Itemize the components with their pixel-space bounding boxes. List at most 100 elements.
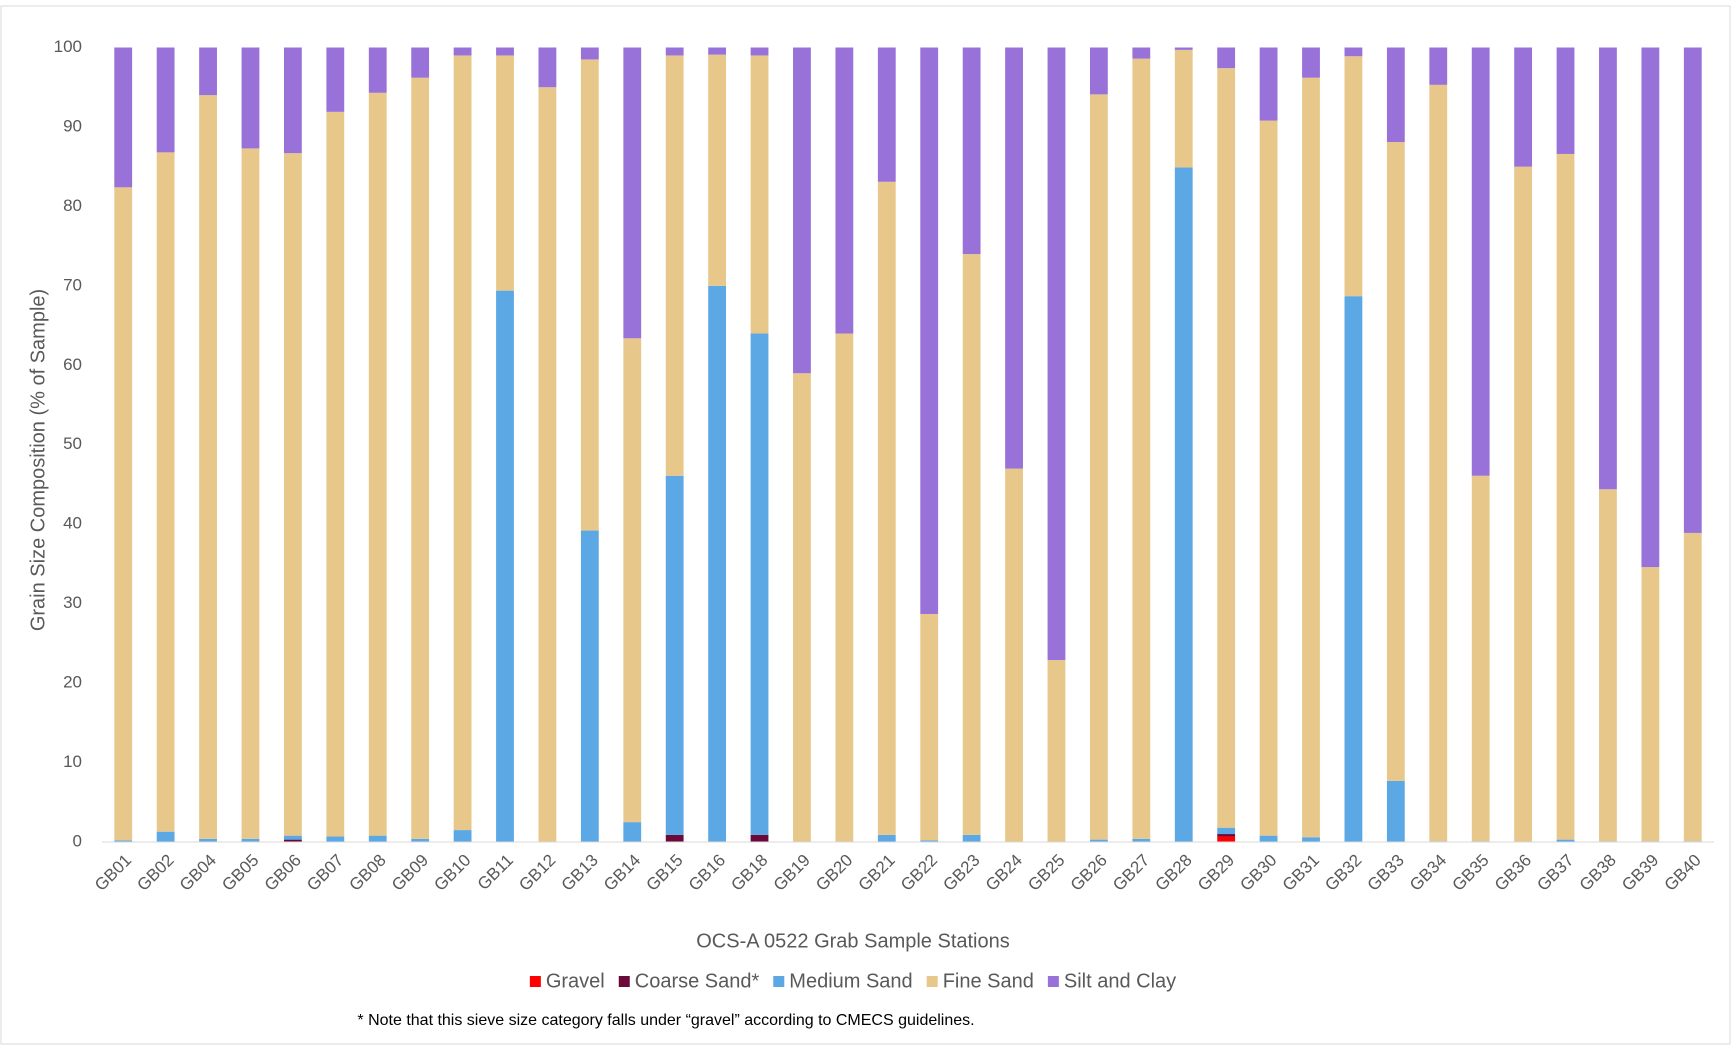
bar-segment [1089,47,1108,95]
y-tick-label: 70 [63,275,82,294]
bar-segment [1302,77,1320,838]
bar-segment [1344,56,1363,297]
bar-segment [1302,837,1320,842]
bar-segment [1599,489,1617,842]
bar-segment [199,47,217,96]
bar-segment [283,153,302,836]
bar-segment [1005,468,1023,842]
bar-segment [114,187,133,841]
bar-segment [920,47,939,614]
legend-label: Fine Sand [943,970,1034,992]
bar-segment [1089,94,1108,840]
bar-segment [368,47,387,93]
bar-segment [326,47,345,112]
bar-segment [1556,47,1575,154]
bar-segment [580,59,599,531]
bar-segment [708,47,727,55]
bar-segment [368,92,387,836]
bar-segment [1514,166,1533,843]
bar-segment [580,530,599,842]
bar-segment [750,55,769,334]
bar-segment [156,47,175,153]
bar-segment [1132,47,1151,59]
bar-segment [453,55,472,831]
bar-segment [1132,838,1151,842]
bar-segment [623,822,642,842]
bar-segment [156,831,175,842]
y-tick-label: 80 [63,196,82,215]
y-tick-label: 90 [63,116,82,135]
y-tick-label: 30 [63,593,82,612]
bar-segment [283,839,302,842]
bar-segment [1217,834,1236,837]
legend-swatch [926,976,938,987]
bar-segment [920,840,939,842]
bar-segment [1217,836,1236,842]
y-tick-label: 60 [63,355,82,374]
legend-label: Silt and Clay [1064,970,1176,992]
y-tick-label: 20 [63,673,82,692]
bar-segment [877,834,896,842]
bar-segment [708,285,727,843]
bar-segment [1556,839,1575,842]
legend-swatch [773,976,785,987]
bar-segment [1005,47,1023,469]
bar-segment [368,835,387,842]
bar-segment [156,152,175,832]
bar-segment [1514,47,1533,167]
x-axis-title: OCS-A 0522 Grab Sample Stations [696,930,1010,952]
bar-segment [580,47,599,60]
bar-segment [1471,47,1490,476]
bar-segment [962,254,981,835]
bar-segment [496,290,514,842]
bar-segment [496,55,514,291]
bar-segment [538,87,557,843]
bar-segment [1217,47,1236,69]
bar-segment [1344,296,1363,843]
bar-segment [1641,567,1660,842]
bar-segment [793,373,811,842]
bar-segment [283,835,302,840]
y-axis-title: Grain Size Composition (% of Sample) [27,289,49,631]
bar-segment [1386,780,1405,842]
bar-segment [1429,47,1448,85]
bar-segment [538,47,557,88]
bar-segment [835,47,854,334]
bar-segment [665,55,684,476]
bar-segment [326,836,345,842]
y-tick-label: 100 [54,37,82,56]
bar-segment [114,840,133,842]
bar-segment [962,47,981,255]
bar-segment [326,111,345,837]
legend-label: Coarse Sand* [635,970,760,992]
bar-segment [962,834,981,842]
bar-segment [623,47,642,339]
bar-segment [623,338,642,823]
bar-segment [453,830,472,842]
legend-swatch [1047,976,1059,987]
bar-segment [1217,827,1236,835]
bar-segment [411,838,430,842]
y-tick-label: 0 [73,831,82,850]
bar-segment [665,47,684,56]
bar-segment [453,47,472,56]
bar-segment [750,333,769,835]
legend-swatch [529,976,541,987]
bar-segment [1386,142,1405,781]
legend-label: Gravel [546,970,605,992]
bar-segment [1641,47,1660,568]
bar-segment [665,475,684,835]
bar-segment [1217,68,1236,828]
bar-segment [241,47,260,149]
y-tick-label: 10 [63,752,82,771]
bar-segment [1174,167,1193,843]
bar-segment [750,47,769,56]
footnote: * Note that this sieve size category fal… [357,1012,974,1029]
bar-segment [1174,49,1193,168]
y-tick-label: 40 [63,514,82,533]
bar-segment [241,838,260,842]
bar-segment [1683,47,1702,533]
bar-segment [411,47,430,78]
